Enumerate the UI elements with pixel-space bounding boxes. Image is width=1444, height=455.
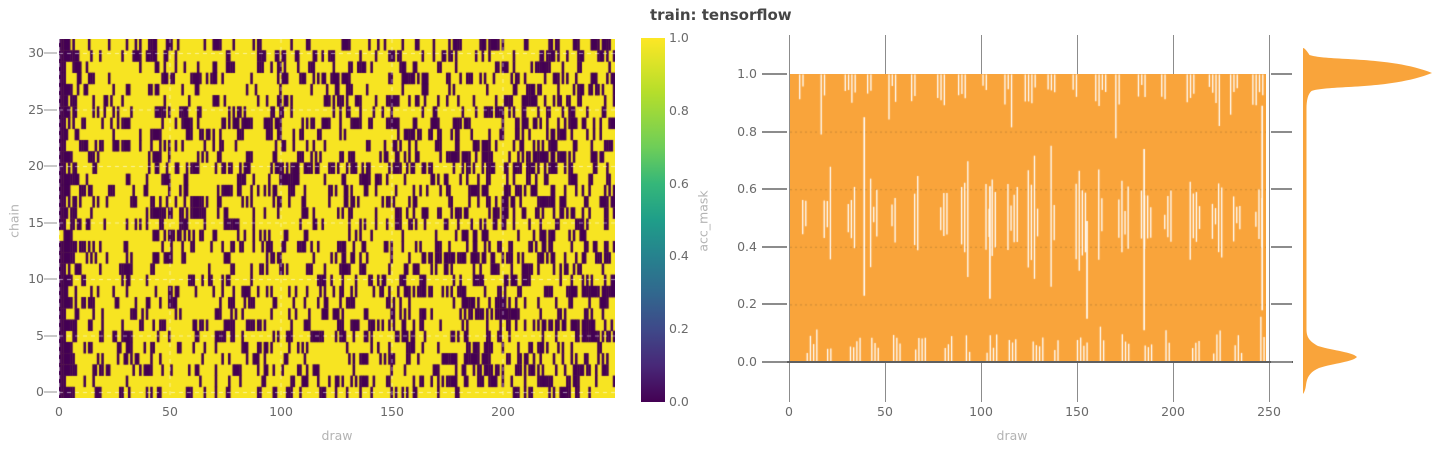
right-xlabel-draw: draw [996,428,1028,443]
left-ytick-25: 25 [28,102,44,117]
left-ytick-mark-5 [44,108,57,111]
colorbar-tick-0.4: 0.4 [669,248,689,263]
right-ytick-1.0: 1.0 [737,66,757,81]
right-ytick-mark-left-4 [762,303,787,306]
right-ytick-mark-left-3 [762,245,787,248]
left-ytick-5: 5 [36,328,44,343]
right-ytick-mark-right-5 [1271,361,1292,363]
right-plot-x-axis-line [762,361,1293,363]
left-ytick-mark-0 [44,391,57,393]
left-ytick-30: 30 [28,45,44,60]
right-ytick-0.0: 0.0 [737,354,757,369]
left-xtick-150: 150 [380,404,404,419]
left-xtick-0: 0 [55,404,63,419]
right-xtick-200: 200 [1161,404,1185,419]
left-ylabel-chain: chain [6,204,22,238]
colorbar-tick-0.0: 0.0 [669,394,689,409]
right-ytick-mark-left-1 [762,130,787,133]
right-ytick-0.8: 0.8 [737,124,757,139]
marginal-kde-shape [1303,48,1432,394]
right-xtick-50: 50 [877,404,893,419]
left-ytick-10: 10 [28,271,44,286]
left-ytick-0: 0 [36,384,44,399]
right-ytick-mark-left-2 [762,188,787,191]
left-ytick-mark-1 [44,334,57,337]
marginal-density [1303,48,1432,394]
left-xtick-200: 200 [491,404,515,419]
right-ytick-0.6: 0.6 [737,181,757,196]
colorbar-tick-1.0: 1.0 [669,30,689,45]
plot-title: train: tensorflow [650,6,792,24]
right-ytick-mark-right-0 [1271,73,1292,75]
right-ytick-mark-right-4 [1271,303,1292,306]
left-ytick-15: 15 [28,215,44,230]
right-ytick-mark-left-0 [762,73,787,75]
right-ytick-mark-right-2 [1271,188,1292,191]
right-gridline-x0 [788,35,790,402]
left-ytick-mark-6 [44,52,57,54]
right-xtick-100: 100 [969,404,993,419]
left-ytick-mark-2 [44,278,57,280]
left-xtick-50: 50 [162,404,178,419]
colorbar-tick-0.6: 0.6 [669,176,689,191]
right-xtick-0: 0 [785,404,793,419]
right-gridline-x250 [1268,35,1270,402]
left-xlabel-draw: draw [321,428,353,443]
right-ytick-0.2: 0.2 [737,296,757,311]
right-xtick-250: 250 [1257,404,1281,419]
right-ytick-mark-right-1 [1271,130,1292,133]
acc-mask-axis-label: acc_mask [695,190,711,252]
colorbar-tick-0.2: 0.2 [669,321,689,336]
colorbar-tick-0.8: 0.8 [669,103,689,118]
right-ytick-mark-left-5 [762,361,787,363]
acc-mask-heatmap [59,39,615,398]
left-xtick-100: 100 [269,404,293,419]
right-ytick-0.4: 0.4 [737,239,757,254]
left-ytick-mark-4 [44,165,57,167]
acc-mask-trace-band [790,74,1266,362]
left-ytick-mark-3 [44,221,57,224]
right-xtick-150: 150 [1065,404,1089,419]
right-ytick-mark-right-3 [1271,245,1292,248]
left-ytick-20: 20 [28,158,44,173]
colorbar-gradient [641,38,665,402]
